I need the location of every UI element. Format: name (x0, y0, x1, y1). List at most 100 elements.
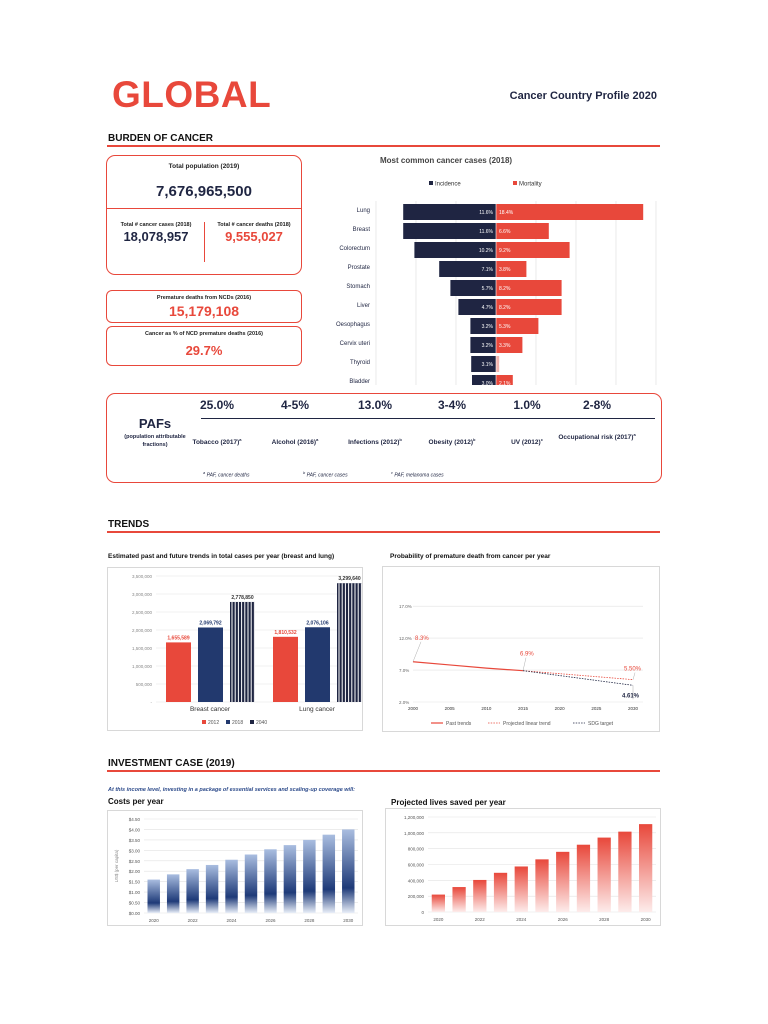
y-tick-label: 500,000 (136, 682, 153, 687)
incidence-bar (450, 280, 496, 296)
ncd-label: Premature deaths from NCDs (2016) (156, 295, 252, 301)
data-label: 2,778,850 (231, 595, 253, 601)
x-category-label: Breast cancer (190, 706, 231, 713)
footnote-mark: c (391, 470, 393, 475)
y-tick-label: $1.00 (129, 890, 141, 895)
paf-footnote-mark: b (399, 437, 402, 442)
paf-value: 4-5% (280, 398, 309, 412)
incidence-bar (470, 318, 496, 334)
box-divider-vertical (204, 222, 205, 262)
bar (147, 879, 160, 913)
population-label: Total population (2019) (168, 163, 240, 170)
bar-2018 (198, 627, 223, 702)
incidence-label: 3.1% (482, 362, 494, 368)
incidence-bar (403, 223, 496, 239)
mortality-bar (496, 204, 644, 220)
series-line (522, 670, 634, 686)
annotation-leader (632, 672, 636, 680)
cases-value: 18,078,957 (123, 229, 189, 244)
paf-label: Obesity (2012)b (412, 435, 492, 448)
y-tick-label: 17.0% (399, 604, 412, 609)
paf-label-text: Alcohol (2016) (271, 439, 317, 447)
lives-title: Projected lives saved per year (391, 798, 506, 807)
lives-chart: 0 200,000 400,000 600,000 800,000 1,000,000 1,… (385, 808, 661, 926)
paf-footnote-mark: b (472, 437, 476, 442)
bar-2018 (305, 627, 330, 702)
mortality-bar (496, 318, 539, 334)
paf-label: Tobacco (2017)a (177, 435, 257, 448)
incidence-label: 5.7% (482, 286, 494, 292)
cases-label: Total # cancer cases (2018) (120, 222, 192, 228)
cancer-cases-pyramid-chart: Incidence Mortality Lung 11.6% 18.4% Breast 11… (336, 181, 657, 385)
incidence-bar (472, 375, 496, 385)
y-tick-label: $0.50 (129, 901, 141, 906)
paf-footnote: c PAF, melanoma cases (391, 470, 444, 479)
paf-label-text: Occupational risk (2017) (558, 434, 634, 442)
y-tick-label: $3.00 (129, 848, 141, 853)
x-tick-label: 2020 (149, 918, 160, 923)
annotation-label: 4.61% (622, 693, 640, 699)
x-tick-label: 2020 (555, 706, 566, 711)
cases-trend-chart: - 500,000 1,000,000 1,500,000 2,000,000 2,500… (107, 567, 363, 731)
incidence-label: 3.0% (482, 381, 494, 385)
paf-footnote: a PAF, cancer deaths (203, 470, 250, 479)
y-tick-label: 3,500,000 (132, 574, 153, 579)
legend-label: Past trends (446, 721, 472, 727)
y-tick-label: $2.50 (129, 859, 141, 864)
trends-heading: TRENDS (108, 519, 150, 530)
premature-death-title: Probability of premature death from canc… (390, 553, 551, 560)
mortality-bar (496, 280, 562, 296)
y-tick-label: 1,500,000 (132, 646, 153, 651)
y-tick-label: 2,000,000 (132, 628, 153, 633)
x-tick-label: 2022 (475, 917, 486, 922)
pafs-rule (201, 418, 655, 419)
y-tick-label: 12.0% (399, 636, 412, 641)
y-tick-label: $1.50 (129, 880, 141, 885)
ncd-box: Premature deaths from NCDs (2016) 15,179… (106, 290, 302, 323)
data-label: 3,299,640 (338, 576, 360, 582)
category-label: Lung (357, 208, 370, 214)
cancer-pct-value: 29.7% (185, 343, 223, 358)
bar (618, 831, 632, 912)
category-label: Stomach (346, 284, 370, 290)
bar (264, 849, 277, 913)
bar (431, 894, 445, 912)
y-tick-label: 2,500,000 (132, 610, 153, 615)
ncd-value: 15,179,108 (168, 303, 240, 319)
mortality-bar (496, 242, 570, 258)
x-tick-label: 2030 (628, 706, 639, 711)
y-tick-label: 0 (421, 910, 424, 915)
category-label: Colorectum (339, 246, 370, 252)
y-axis-label: US$ (per capita) (114, 849, 119, 882)
category-label: Cervix uteri (340, 341, 370, 347)
burden-divider (107, 145, 660, 147)
pafs-box: PAFs (population attributable fractions)… (106, 393, 662, 483)
mortality-bar (496, 261, 527, 277)
investment-divider (107, 770, 660, 772)
mortality-bar (496, 337, 523, 353)
legend-swatch (250, 720, 254, 724)
legend-swatch-incidence (429, 181, 433, 185)
paf-value: 25.0% (199, 398, 235, 412)
mortality-bar (496, 223, 549, 239)
paf-footnote-mark: a (239, 437, 242, 442)
series-line (522, 670, 634, 681)
legend-swatch (202, 720, 206, 724)
mortality-label: 9.2% (499, 248, 511, 254)
incidence-label: 3.2% (482, 324, 494, 330)
data-label: 2,076,106 (306, 620, 328, 626)
y-tick-label: 400,000 (408, 878, 425, 883)
annotation-label: 6.9% (520, 652, 534, 658)
legend-swatch-mortality (513, 181, 517, 185)
x-category-label: Lung cancer (299, 706, 336, 713)
pafs-title: PAFs (138, 416, 172, 431)
bar (556, 851, 570, 912)
bar (597, 837, 611, 912)
premature-death-chart: 2.0% 7.0% 12.0% 17.0% 2000 2005 2010 2015 2020 20… (382, 566, 660, 732)
x-tick-label: 2000 (408, 706, 419, 711)
y-tick-label: 600,000 (408, 863, 425, 868)
series-line (412, 661, 524, 672)
bar (452, 887, 466, 912)
y-tick-label: 800,000 (408, 847, 425, 852)
incidence-bar (458, 299, 496, 315)
